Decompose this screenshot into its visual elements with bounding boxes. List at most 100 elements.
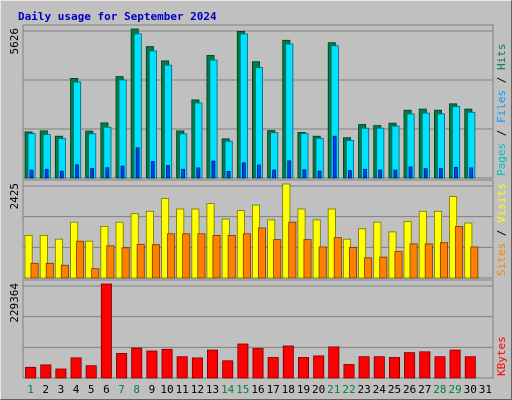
bar-kbytes-day-16 — [252, 348, 264, 379]
bar-sites-day-10 — [167, 233, 176, 279]
bar-sites-day-14 — [227, 234, 236, 279]
bar-kbytes-day-17 — [267, 357, 279, 379]
bar-kbytes-day-9 — [146, 350, 158, 379]
bar-sites-day-4 — [76, 240, 85, 279]
bar-pages-day-18 — [287, 160, 292, 179]
bar-sites-day-11 — [182, 233, 191, 279]
x-label-day-30: 30 — [464, 383, 477, 396]
bar-sites-day-23 — [364, 257, 373, 279]
x-label-day-5: 5 — [88, 383, 95, 396]
bar-files-day-27 — [421, 112, 430, 179]
x-label-day-6: 6 — [103, 383, 110, 396]
bar-pages-day-23 — [363, 168, 367, 179]
x-label-day-2: 2 — [42, 383, 49, 396]
bar-kbytes-day-8 — [131, 347, 143, 379]
legend: Sites / Visits — [495, 183, 508, 276]
legend-pages: Pages — [495, 143, 508, 176]
bar-kbytes-day-13 — [206, 349, 218, 379]
x-label-day-28: 28 — [433, 383, 446, 396]
bar-pages-day-30 — [469, 167, 474, 179]
bar-kbytes-day-22 — [343, 364, 355, 379]
bar-sites-day-17 — [273, 239, 282, 279]
bar-pages-day-28 — [438, 168, 443, 179]
bar-kbytes-day-28 — [434, 356, 446, 379]
bar-kbytes-day-3 — [55, 368, 67, 379]
bar-kbytes-day-5 — [85, 365, 97, 379]
x-label-day-31: 31 — [479, 383, 492, 396]
bar-kbytes-day-30 — [464, 356, 476, 379]
panel-visits: 2425 Sites / Visits — [8, 179, 508, 279]
bar-pages-day-3 — [59, 170, 64, 179]
bar-files-day-10 — [164, 64, 173, 179]
bar-visits-day-5 — [85, 240, 94, 279]
bar-sites-day-24 — [379, 256, 388, 279]
bar-files-day-13 — [209, 59, 218, 179]
bar-pages-day-20 — [317, 170, 322, 179]
bar-pages-day-7 — [120, 165, 125, 179]
x-label-day-7: 7 — [118, 383, 125, 396]
bar-kbytes-day-11 — [176, 356, 188, 379]
bar-sites-day-29 — [455, 225, 464, 279]
bar-sites-day-18 — [288, 221, 297, 279]
x-label-day-18: 18 — [282, 383, 295, 396]
bar-sites-day-3 — [60, 264, 69, 279]
bar-files-day-16 — [254, 67, 263, 179]
bar-files-day-4 — [73, 81, 82, 179]
bar-pages-day-15 — [241, 162, 246, 179]
legend-visits: Visits — [495, 183, 508, 223]
bar-sites-day-19 — [303, 239, 312, 279]
bar-pages-day-4 — [75, 164, 79, 179]
bar-kbytes-day-7 — [116, 352, 128, 379]
bar-pages-day-11 — [181, 168, 186, 179]
bar-kbytes-day-10 — [161, 348, 173, 379]
bar-kbytes-day-15 — [237, 343, 249, 379]
bar-sites-day-20 — [318, 246, 327, 279]
x-label-day-8: 8 — [133, 383, 140, 396]
x-axis-labels: 1 2 3 4 5 6 7 8 9 10 11 12 13 14 15 16 17 18 19 20 21 22 23 24 2… — [27, 383, 492, 396]
bar-pages-day-29 — [454, 166, 458, 179]
x-label-day-24: 24 — [373, 383, 387, 396]
bar-sites-day-12 — [197, 233, 206, 279]
x-label-day-10: 10 — [160, 383, 173, 396]
bar-pages-day-27 — [423, 168, 428, 179]
bar-kbytes-day-18 — [282, 345, 294, 379]
chart-title: Daily usage for September 2024 — [18, 10, 217, 23]
chart-panels: 5626 Pages / Files / Hits 2425 Sites / Visi… — [8, 24, 508, 379]
x-label-day-27: 27 — [418, 383, 431, 396]
legend-separator: / — [495, 123, 508, 143]
bar-kbytes-day-21 — [328, 346, 340, 379]
bar-pages-day-25 — [393, 169, 398, 179]
bar-pages-day-16 — [256, 164, 261, 179]
bar-visits-day-3 — [54, 238, 63, 279]
bar-kbytes-day-2 — [40, 364, 52, 379]
legend-files: Files — [495, 90, 508, 123]
bar-files-day-15 — [239, 33, 248, 179]
bar-sites-day-9 — [151, 244, 160, 279]
bar-pages-day-19 — [302, 169, 307, 179]
bar-kbytes-day-26 — [404, 352, 416, 379]
bar-kbytes-day-23 — [358, 356, 370, 379]
legend-separator: / — [495, 70, 508, 90]
bar-files-day-9 — [148, 50, 157, 179]
bar-kbytes-day-6 — [100, 283, 112, 379]
bar-sites-day-6 — [106, 245, 115, 279]
bar-kbytes-day-25 — [388, 357, 400, 379]
x-label-day-15: 15 — [236, 383, 249, 396]
x-label-day-29: 29 — [448, 383, 461, 396]
x-label-day-4: 4 — [73, 383, 80, 396]
legend-hits: Hits — [495, 44, 508, 71]
bar-visits-day-24 — [373, 221, 382, 279]
bar-sites-day-1 — [30, 262, 39, 279]
x-label-day-26: 26 — [403, 383, 416, 396]
bar-sites-day-28 — [439, 242, 448, 279]
bar-kbytes-day-12 — [191, 357, 203, 379]
bar-sites-day-16 — [257, 227, 266, 279]
bar-pages-day-14 — [226, 170, 231, 179]
x-label-day-23: 23 — [357, 383, 370, 396]
x-label-day-9: 9 — [149, 383, 156, 396]
x-label-day-11: 11 — [176, 383, 189, 396]
bar-kbytes-day-24 — [373, 356, 385, 379]
x-label-day-12: 12 — [191, 383, 204, 396]
legend-separator: / — [495, 223, 508, 243]
